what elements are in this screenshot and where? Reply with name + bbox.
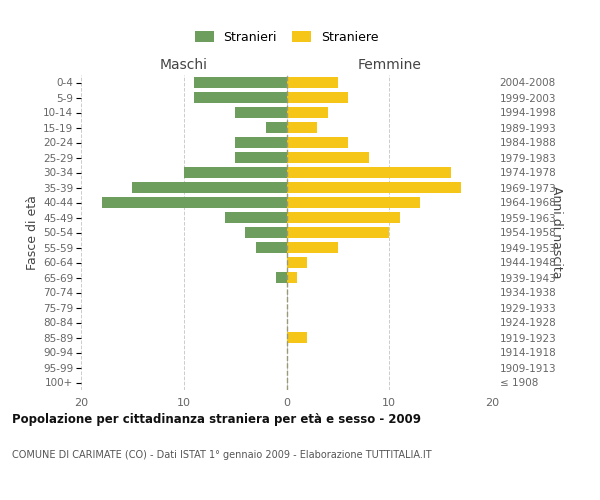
Bar <box>235 107 287 118</box>
Bar <box>287 257 307 268</box>
Bar <box>287 137 348 148</box>
Bar <box>287 272 297 283</box>
Bar <box>287 197 420 208</box>
Bar <box>256 242 287 253</box>
Bar <box>287 242 338 253</box>
Bar <box>276 272 287 283</box>
Bar <box>184 167 287 178</box>
Bar <box>287 152 369 163</box>
Text: Popolazione per cittadinanza straniera per età e sesso - 2009: Popolazione per cittadinanza straniera p… <box>12 412 421 426</box>
Bar <box>266 122 287 133</box>
Bar <box>194 92 287 103</box>
Bar <box>225 212 287 223</box>
Legend: Stranieri, Straniere: Stranieri, Straniere <box>190 26 383 49</box>
Bar <box>287 107 328 118</box>
Bar <box>287 212 400 223</box>
Bar <box>133 182 287 193</box>
Bar <box>287 332 307 343</box>
Bar <box>287 182 461 193</box>
Bar <box>287 227 389 238</box>
Y-axis label: Anni di nascita: Anni di nascita <box>550 186 563 279</box>
Text: Femmine: Femmine <box>358 58 421 72</box>
Bar <box>101 197 287 208</box>
Bar <box>245 227 287 238</box>
Text: COMUNE DI CARIMATE (CO) - Dati ISTAT 1° gennaio 2009 - Elaborazione TUTTITALIA.I: COMUNE DI CARIMATE (CO) - Dati ISTAT 1° … <box>12 450 431 460</box>
Y-axis label: Fasce di età: Fasce di età <box>26 195 39 270</box>
Bar <box>235 152 287 163</box>
Bar <box>235 137 287 148</box>
Text: Maschi: Maschi <box>160 58 208 72</box>
Bar <box>194 77 287 88</box>
Bar <box>287 92 348 103</box>
Bar <box>287 122 317 133</box>
Bar <box>287 77 338 88</box>
Bar <box>287 167 451 178</box>
